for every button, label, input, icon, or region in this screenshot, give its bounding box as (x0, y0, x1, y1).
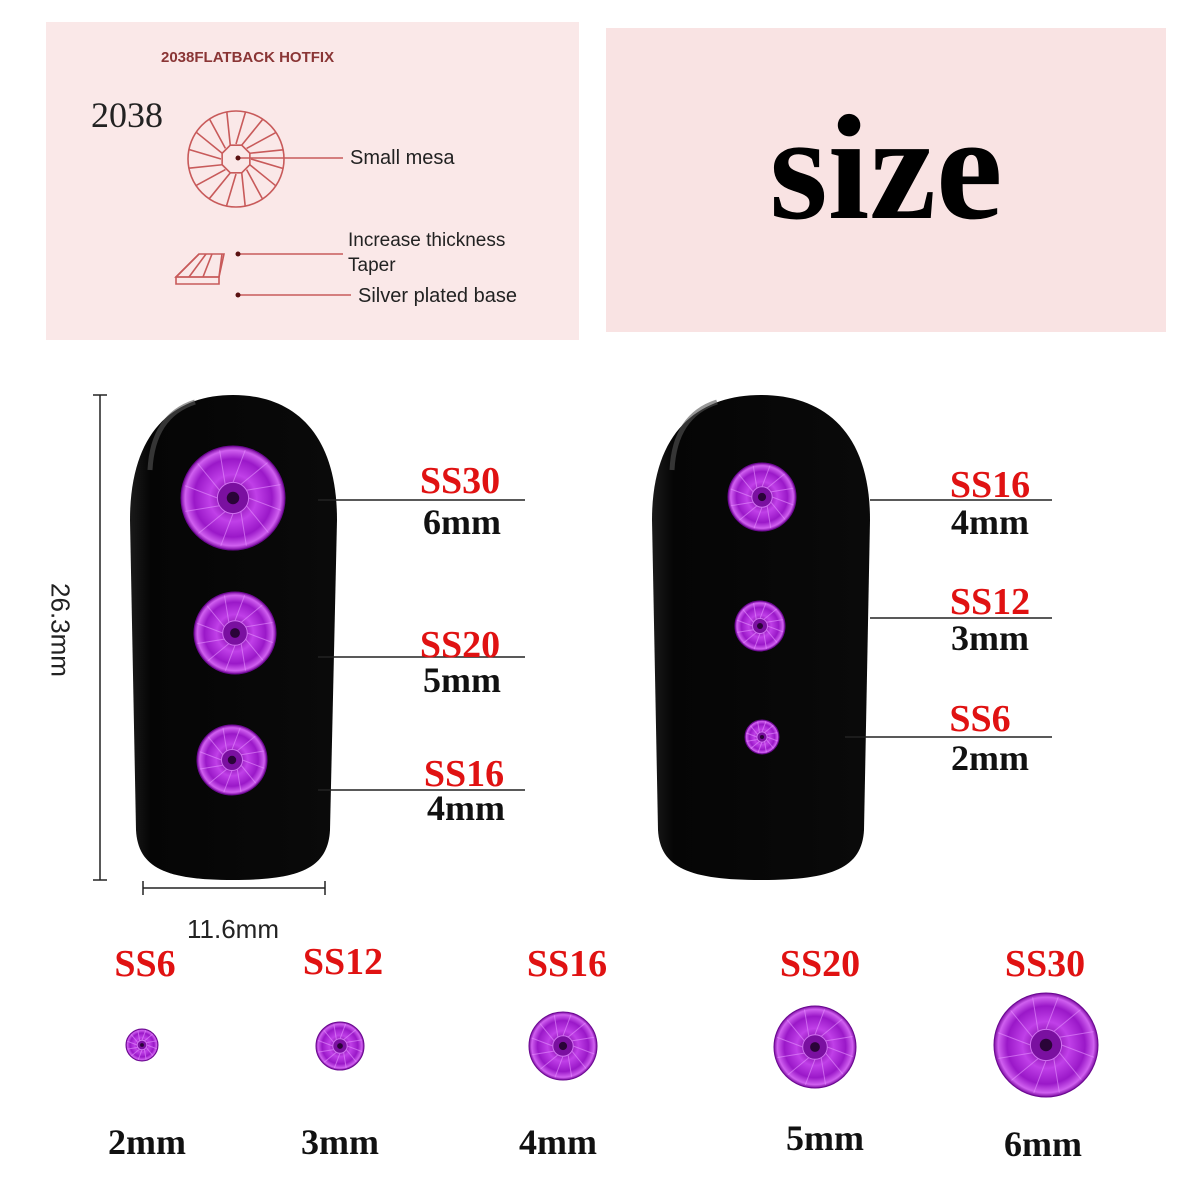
left-code-3: SS16 (423, 753, 505, 795)
leader-lines (318, 499, 1052, 791)
left-code-1: SS30 (419, 460, 501, 502)
rhinestone-gem-icon (744, 719, 780, 755)
diagram-panel: 2038FLATBACK HOTFIX 2038 Small mesa Incr… (46, 22, 579, 340)
rhinestone-gem-icon (528, 1011, 598, 1081)
rhinestone-gem-icon (773, 1005, 857, 1089)
size-code-ss12: SS12 (302, 941, 384, 983)
rhinestone-gem-icon (193, 591, 277, 675)
size-code-ss6: SS6 (114, 943, 176, 985)
left-size-1: 6mm (423, 502, 501, 542)
callout-small-mesa: Small mesa (350, 147, 455, 169)
size-code-ss30: SS30 (1004, 943, 1086, 985)
size-mm-4: 4mm (519, 1122, 597, 1162)
size-mm-6: 6mm (1004, 1124, 1082, 1164)
rhinestone-gem-icon (180, 445, 286, 551)
title-panel: size (606, 28, 1166, 332)
rhinestone-gem-icon (196, 724, 268, 796)
left-size-2: 5mm (423, 660, 501, 700)
callout-silver-plated-base: Silver plated base (358, 285, 517, 307)
size-mm-3: 3mm (301, 1122, 379, 1162)
left-size-3: 4mm (427, 788, 505, 828)
page-title: size (769, 85, 1003, 251)
right-code-1: SS16 (949, 464, 1031, 506)
left-code-2: SS20 (419, 624, 501, 666)
rhinestone-diagram (174, 110, 351, 298)
right-size-1: 4mm (951, 502, 1029, 542)
rhinestone-gem-icon (727, 462, 797, 532)
width-label: 11.6mm (187, 914, 279, 944)
right-size-3: 2mm (951, 738, 1029, 778)
dimension-lines (93, 394, 326, 895)
rhinestone-gem-icon (315, 1021, 365, 1071)
size-mm-2: 2mm (108, 1122, 186, 1162)
callout-increase-thickness: Increase thickness (348, 230, 506, 251)
callout-taper: Taper (348, 255, 396, 276)
size-code-ss20: SS20 (779, 943, 861, 985)
model-number: 2038 (91, 95, 163, 135)
size-mm-5: 5mm (786, 1118, 864, 1158)
right-size-2: 3mm (951, 618, 1029, 658)
rhinestone-gem-icon (993, 992, 1099, 1098)
right-code-3: SS6 (949, 698, 1011, 740)
rhinestone-top-view-icon (187, 110, 285, 208)
rhinestone-gem-icon (125, 1028, 159, 1062)
size-code-ss16: SS16 (526, 943, 608, 985)
height-label: 26.3mm (45, 583, 76, 677)
rhinestone-side-view-icon (174, 253, 225, 285)
diagram-header: 2038FLATBACK HOTFIX (161, 49, 335, 66)
right-code-2: SS12 (949, 581, 1031, 623)
rhinestone-gem-icon (734, 600, 786, 652)
